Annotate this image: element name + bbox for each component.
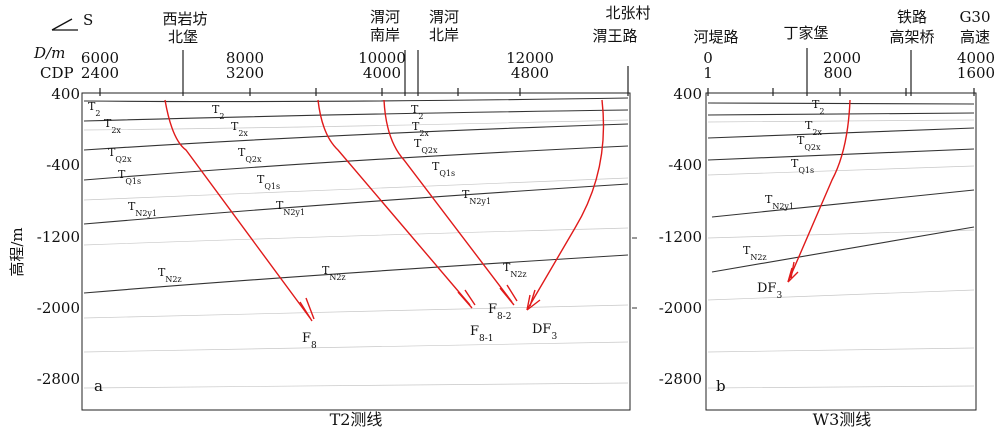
panel-b-cdp-tick: 1	[703, 64, 713, 82]
fault-f8-1	[317, 99, 471, 306]
horizon-label: TQ2x	[797, 134, 821, 152]
place-label: 高架桥	[889, 28, 934, 46]
horizon-label: T2	[812, 98, 824, 116]
cdp-axis-label: CDP	[40, 64, 74, 82]
panel-a-d-tick: 6000	[81, 49, 119, 67]
horizon-label: TQ2x	[414, 137, 438, 155]
horizon-label: T2x	[805, 119, 822, 137]
panel-a-d-tick: 10000	[358, 49, 406, 67]
place-label: 高速	[960, 28, 990, 46]
horizon-label: TQ1s	[791, 157, 814, 175]
place-label: 北堡	[168, 28, 198, 46]
horizon-label: TN2z	[322, 264, 346, 282]
panel-b-label: b	[716, 377, 726, 395]
y-tick-label: -1200	[659, 228, 702, 246]
panel-b-cdp-tick: 800	[824, 64, 853, 82]
panel-b: 0 1 2000 800 4000 1600 河堤路 丁家堡 铁路 高架桥 G3…	[693, 8, 995, 429]
panel-b-line-name: W3测线	[813, 410, 872, 429]
horizon-label: T2x	[412, 120, 429, 138]
panel-a-cdp-tick: 4800	[511, 64, 549, 82]
horizon-tq2x	[83, 123, 629, 151]
place-label: 渭河	[429, 8, 459, 26]
horizon-t2x	[83, 109, 629, 122]
panel-b-d-tick: 0	[703, 49, 713, 67]
place-label: 丁家堡	[783, 24, 828, 42]
panel-b-frame	[705, 92, 977, 411]
horizon-label: T2	[411, 103, 423, 121]
panel-a-cdp-tick: 3200	[226, 64, 264, 82]
panel-a-d-tick: 8000	[226, 49, 264, 67]
y-tick-label: 400	[673, 85, 702, 103]
direction-indicator: S	[51, 11, 93, 31]
fault-f8-2	[383, 99, 513, 303]
right-y-axis: 400 -400 -1200 -2000 -2800	[659, 85, 702, 388]
place-label: 南岸	[370, 26, 400, 44]
horizon-label: TN2z	[503, 261, 527, 279]
place-label: 北岸	[429, 26, 459, 44]
left-y-axis: 400 -400 -1200 -2000 -2800 高程/m	[8, 85, 80, 388]
place-label: 西岩坊	[162, 10, 207, 28]
panel-a-cdp-tick: 2400	[81, 64, 119, 82]
horizon-label: TN2y1	[765, 193, 794, 211]
horizon-label: T2	[88, 100, 100, 118]
horizon-label: TN2y1	[128, 200, 157, 218]
horizon-label: TQ2x	[238, 146, 262, 164]
panel-a-cdp-tick: 4000	[363, 64, 401, 82]
panel-a-frame	[81, 92, 631, 411]
fault-f8	[164, 99, 311, 319]
y-axis-label: 高程/m	[8, 227, 26, 276]
fault-label: F8-1	[470, 324, 494, 344]
horizon-label: TN2y1	[276, 199, 305, 217]
place-label: 铁路	[897, 8, 927, 26]
direction-label: S	[83, 11, 93, 29]
fault-df3	[526, 99, 605, 311]
horizon-tq1s	[83, 145, 629, 181]
d-axis-label: D/m	[33, 44, 65, 62]
horizon-t2	[83, 97, 629, 103]
y-tick-label: -2800	[659, 370, 702, 388]
y-tick-label: 400	[51, 85, 80, 103]
fault-label: DF3	[532, 322, 557, 342]
place-label: 河堤路	[693, 28, 738, 46]
horizon-label: T2	[212, 103, 224, 121]
panel-a-d-tick: 12000	[506, 49, 554, 67]
horizon-label: T2x	[104, 117, 121, 135]
place-label: 渭王路	[592, 27, 637, 45]
horizon-label: TN2y1	[462, 188, 491, 206]
horizon-label: TQ1s	[118, 168, 141, 186]
panel-b-cdp-tick: 1600	[957, 64, 995, 82]
place-label: G30	[959, 8, 990, 26]
y-tick-label: -400	[46, 156, 80, 174]
panel-b-d-tick: 4000	[957, 49, 995, 67]
panel-a-line-name: T2测线	[330, 410, 383, 429]
fault-label: DF3	[757, 281, 782, 301]
horizon-label: TN2z	[743, 244, 767, 262]
place-label: 北张村	[605, 4, 650, 22]
horizon-label: TN2z	[158, 266, 182, 284]
horizon-tn2y1	[83, 183, 629, 225]
panel-b-d-tick: 2000	[823, 49, 861, 67]
y-tick-label: -2000	[659, 299, 702, 317]
panel-a: 6000 2400 8000 3200 10000 4000 12000 480…	[81, 4, 651, 429]
y-tick-label: -1200	[37, 228, 80, 246]
horizon-label: TQ1s	[257, 173, 280, 191]
y-tick-label: -400	[668, 156, 702, 174]
horizon-label: TQ2x	[108, 146, 132, 164]
y-tick-label: -2800	[37, 370, 80, 388]
panel-a-label: a	[94, 377, 103, 395]
horizon-tn2z	[83, 254, 629, 294]
fault-df3-b	[787, 99, 851, 283]
horizon-label: T2x	[231, 120, 248, 138]
horizon-label: TQ1s	[432, 160, 455, 178]
fault-label: F8-2	[488, 302, 512, 322]
fault-label: F8	[302, 331, 317, 351]
y-tick-label: -2000	[37, 299, 80, 317]
place-label: 渭河	[370, 8, 400, 26]
